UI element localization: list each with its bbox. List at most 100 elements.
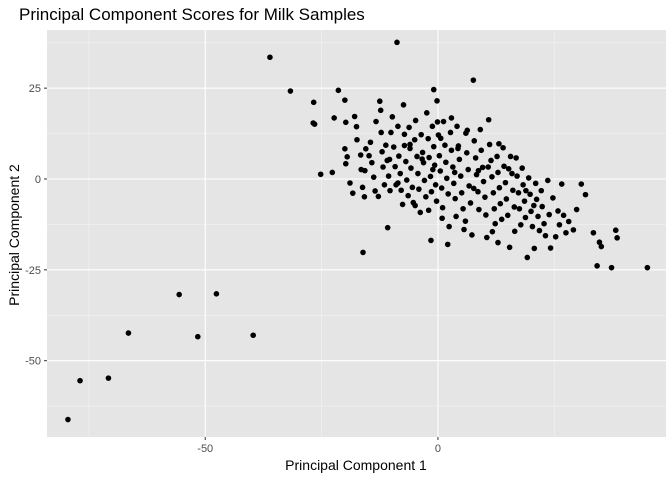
data-point	[596, 239, 603, 246]
data-point	[470, 185, 477, 192]
data-point	[500, 144, 506, 151]
data-point	[440, 118, 447, 125]
data-point	[456, 156, 463, 163]
data-point	[519, 165, 525, 171]
data-point	[536, 227, 543, 234]
data-point	[644, 264, 651, 271]
data-point	[401, 131, 408, 138]
data-point	[582, 191, 589, 198]
data-point	[407, 145, 413, 152]
data-point	[525, 175, 532, 181]
data-point	[455, 145, 461, 152]
data-point	[432, 182, 439, 188]
data-point	[416, 186, 422, 192]
data-point	[529, 223, 536, 230]
data-point	[394, 39, 400, 46]
data-point	[507, 153, 514, 160]
x-tick-label: -50	[197, 443, 213, 455]
data-point	[387, 187, 393, 194]
data-point	[407, 141, 413, 148]
data-point	[448, 147, 455, 154]
data-point	[412, 202, 418, 209]
data-point	[342, 146, 348, 152]
data-point	[462, 218, 469, 224]
data-point	[502, 179, 509, 186]
data-point	[495, 169, 501, 176]
minor-gridlines	[47, 30, 666, 437]
data-point	[443, 175, 450, 182]
data-point	[349, 190, 356, 196]
data-point	[485, 116, 492, 123]
data-point	[520, 182, 526, 188]
data-point	[427, 173, 434, 180]
data-point	[501, 163, 507, 170]
data-point	[472, 155, 479, 161]
data-point	[475, 167, 482, 174]
data-point	[544, 177, 551, 184]
data-point	[453, 213, 459, 220]
data-point	[436, 152, 443, 159]
data-point	[310, 99, 317, 106]
data-point	[547, 245, 554, 251]
data-point	[498, 216, 505, 223]
data-point	[409, 184, 416, 191]
data-point	[360, 249, 366, 256]
data-point	[434, 119, 441, 125]
data-point	[612, 227, 619, 234]
data-point	[467, 200, 474, 206]
data-point	[366, 152, 372, 159]
data-point	[311, 121, 318, 127]
data-point	[464, 150, 470, 156]
data-point	[517, 221, 524, 228]
data-point	[496, 184, 503, 191]
data-point	[431, 162, 438, 168]
data-point	[417, 209, 424, 216]
data-point	[464, 127, 471, 134]
data-point	[359, 184, 366, 191]
data-point	[428, 188, 435, 195]
data-point	[399, 201, 406, 208]
data-point	[105, 375, 112, 381]
data-point	[469, 232, 475, 238]
data-point	[354, 136, 360, 143]
data-point	[503, 196, 510, 202]
data-point	[513, 155, 519, 161]
data-point	[457, 173, 464, 179]
data-point	[546, 211, 552, 218]
data-point	[533, 196, 540, 203]
data-point	[511, 204, 518, 210]
data-point	[378, 129, 384, 136]
data-point	[515, 190, 522, 196]
data-point	[250, 332, 256, 339]
data-point	[77, 377, 83, 384]
data-point	[362, 167, 368, 174]
data-point	[451, 169, 458, 176]
data-point	[353, 123, 360, 130]
data-point	[578, 181, 585, 187]
data-point	[389, 114, 396, 120]
data-point	[450, 180, 457, 187]
data-point	[484, 234, 490, 241]
data-point	[439, 215, 445, 222]
data-point	[516, 205, 523, 212]
data-point	[331, 115, 337, 121]
data-point	[342, 97, 348, 103]
data-point	[380, 164, 386, 170]
data-point	[367, 139, 374, 146]
data-point	[445, 191, 451, 197]
data-point	[415, 170, 421, 177]
data-point	[344, 154, 350, 160]
data-point	[558, 181, 565, 187]
data-point	[570, 227, 577, 233]
data-point	[434, 98, 440, 104]
data-point	[521, 198, 528, 204]
data-point	[478, 147, 485, 154]
data-point	[552, 233, 559, 240]
data-point	[376, 98, 383, 105]
data-point	[412, 117, 419, 124]
data-point	[477, 126, 484, 133]
data-point	[485, 164, 492, 170]
data-point	[539, 203, 545, 210]
y-axis-ticks: -50 -25 0 25	[25, 83, 47, 368]
data-point	[414, 153, 420, 160]
